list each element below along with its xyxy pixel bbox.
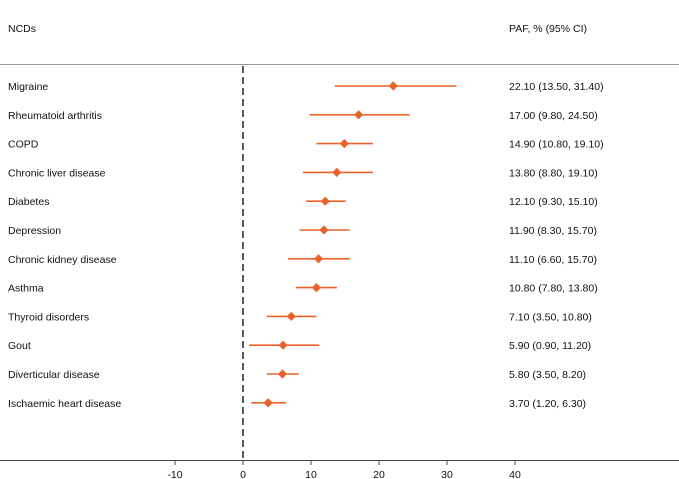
forest-row: Thyroid disorders 7.10 (3.50, 10.80) — [8, 311, 592, 323]
point-estimate-marker — [286, 311, 296, 321]
forest-row: Asthma 10.80 (7.80, 13.80) — [8, 283, 598, 295]
forest-row: Rheumatoid arthritis 17.00 (9.80, 24.50) — [8, 110, 598, 122]
x-axis-ticks: -10 0 10 20 30 40 — [167, 460, 521, 479]
row-value: 11.90 (8.30, 15.70) — [509, 225, 597, 237]
row-value: 14.90 (10.80, 19.10) — [509, 139, 604, 151]
column-header-ncds: NCDs — [8, 23, 36, 35]
row-value: 13.80 (8.80, 19.10) — [509, 167, 598, 179]
row-label: Asthma — [8, 283, 44, 295]
row-value: 3.70 (1.20, 6.30) — [509, 398, 586, 410]
row-label: Ischaemic heart disease — [8, 398, 121, 410]
point-estimate-marker — [354, 110, 364, 120]
column-header-paf: PAF, % (95% CI) — [509, 23, 587, 35]
row-label: Diverticular disease — [8, 369, 100, 381]
point-estimate-marker — [339, 139, 349, 149]
row-value: 22.10 (13.50, 31.40) — [509, 81, 604, 93]
x-tick-label: 0 — [240, 469, 246, 479]
forest-row: Migraine 22.10 (13.50, 31.40) — [8, 81, 604, 93]
x-tick-label: 30 — [441, 469, 453, 479]
point-estimate-marker — [320, 196, 330, 206]
point-estimate-marker — [313, 254, 324, 264]
x-tick-label: -10 — [167, 469, 182, 479]
forest-row: Chronic liver disease 13.80 (8.80, 19.10) — [8, 167, 598, 179]
forest-row: Gout 5.90 (0.90, 11.20) — [8, 340, 591, 352]
forest-row: COPD 14.90 (10.80, 19.10) — [8, 139, 604, 151]
forest-row: Chronic kidney disease 11.10 (6.60, 15.70… — [8, 254, 597, 266]
row-label: Thyroid disorders — [8, 311, 89, 323]
forest-rows: Migraine 22.10 (13.50, 31.40) Rheumatoid a… — [8, 81, 604, 410]
row-label: Rheumatoid arthritis — [8, 110, 102, 122]
forest-row: Diabetes 12.10 (9.30, 15.10) — [8, 196, 598, 208]
forest-row: Ischaemic heart disease 3.70 (1.20, 6.30) — [8, 398, 586, 410]
row-label: Diabetes — [8, 196, 49, 208]
x-tick-label: 20 — [373, 469, 385, 479]
row-value: 12.10 (9.30, 15.10) — [509, 196, 598, 208]
row-value: 10.80 (7.80, 13.80) — [509, 283, 598, 295]
row-value: 5.80 (3.50, 8.20) — [509, 369, 586, 381]
point-estimate-marker — [311, 283, 322, 293]
point-estimate-marker — [278, 340, 288, 350]
row-label: Gout — [8, 340, 31, 352]
row-value: 7.10 (3.50, 10.80) — [509, 311, 592, 323]
x-tick-label: 40 — [509, 469, 521, 479]
point-estimate-marker — [319, 225, 329, 235]
row-value: 17.00 (9.80, 24.50) — [509, 110, 598, 122]
point-estimate-marker — [277, 369, 288, 379]
row-value: 5.90 (0.90, 11.20) — [509, 340, 591, 352]
x-tick-label: 10 — [305, 469, 317, 479]
row-label: Chronic liver disease — [8, 167, 106, 179]
row-label: Migraine — [8, 81, 48, 93]
forest-row: Depression 11.90 (8.30, 15.70) — [8, 225, 597, 237]
point-estimate-marker — [263, 398, 273, 408]
row-label: Depression — [8, 225, 61, 237]
row-value: 11.10 (6.60, 15.70) — [509, 254, 597, 266]
point-estimate-marker — [332, 167, 342, 177]
row-label: COPD — [8, 139, 39, 151]
row-label: Chronic kidney disease — [8, 254, 117, 266]
forest-row: Diverticular disease 5.80 (3.50, 8.20) — [8, 369, 586, 381]
point-estimate-marker — [388, 81, 398, 91]
